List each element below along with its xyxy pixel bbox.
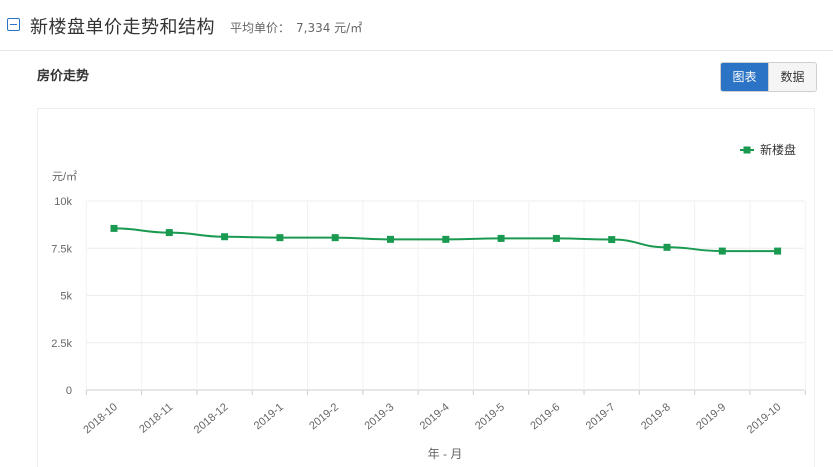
data-point: [497, 234, 505, 242]
x-tick-label: 2019-3: [362, 401, 396, 432]
x-tick-label: 2018-11: [137, 401, 175, 436]
section-title: 新楼盘单价走势和结构: [30, 17, 215, 38]
y-axis-title: 元/㎡: [52, 170, 77, 183]
y-tick-label: 2.5k: [51, 338, 72, 350]
x-tick-label: 2019-9: [694, 401, 728, 432]
data-point: [718, 247, 726, 255]
data-point: [110, 224, 118, 232]
view-toggle: 图表 数据: [720, 62, 817, 92]
x-tick-label: 2019-4: [418, 401, 452, 432]
data-point: [774, 247, 782, 255]
x-tick-label: 2018-10: [81, 401, 120, 436]
x-tick-label: 2019-6: [528, 401, 562, 432]
y-tick-label: 0: [66, 385, 72, 397]
section-header: 新楼盘单价走势和结构 平均单价： 7,334 元/㎡: [0, 0, 833, 51]
legend-marker: [743, 146, 751, 154]
collapse-icon[interactable]: [7, 18, 20, 31]
x-tick-label: 2019-5: [473, 401, 507, 432]
y-tick-label: 7.5k: [51, 243, 72, 255]
data-view-button[interactable]: 数据: [768, 63, 816, 91]
chart-section-title: 房价走势: [37, 69, 90, 84]
data-point: [387, 235, 394, 243]
data-point: [608, 236, 616, 244]
data-point: [221, 233, 229, 241]
y-tick-label: 5k: [60, 291, 72, 303]
x-tick-label: 2019-1: [252, 401, 286, 432]
x-tick-label: 2019-2: [307, 401, 341, 432]
data-point: [331, 234, 339, 242]
legend-label: 新楼盘: [760, 142, 796, 157]
x-tick-label: 2019-8: [639, 401, 673, 432]
average-price-label: 平均单价：: [230, 21, 291, 35]
data-point: [165, 229, 173, 237]
data-point: [276, 234, 284, 242]
chart-view-button[interactable]: 图表: [721, 63, 768, 91]
x-tick-label: 2019-10: [745, 401, 784, 436]
y-tick-label: 10k: [54, 196, 72, 208]
x-tick-label: 2019-7: [584, 401, 618, 432]
x-tick-label: 2018-12: [192, 401, 231, 436]
average-price-value: 7,334 元/㎡: [296, 21, 363, 35]
average-price: 平均单价： 7,334 元/㎡: [230, 19, 362, 36]
chart-panel: [37, 108, 815, 467]
data-point: [663, 243, 671, 251]
data-point: [552, 234, 560, 242]
x-axis-title: 年 - 月: [428, 447, 463, 461]
data-point: [442, 235, 450, 243]
